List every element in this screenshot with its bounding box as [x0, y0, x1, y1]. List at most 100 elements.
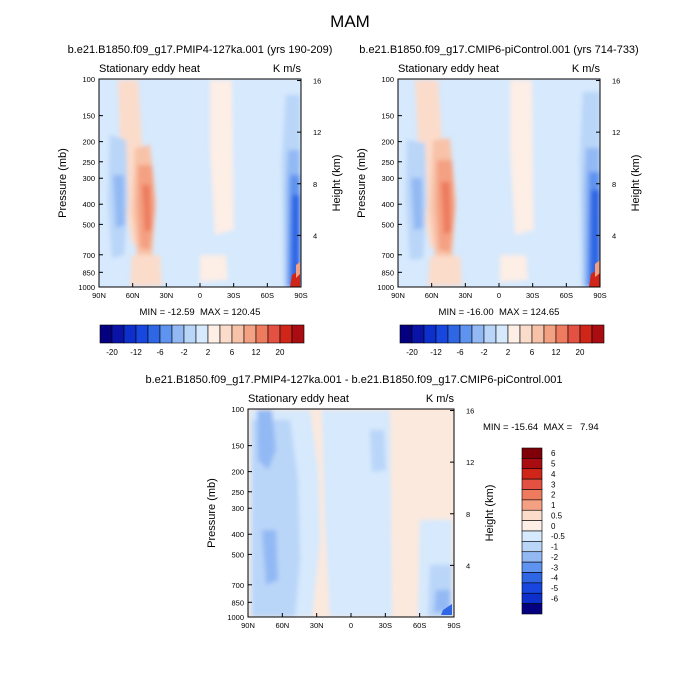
colorbar-box [219, 324, 233, 344]
y-tick-label: 500 [231, 550, 244, 559]
colorbar-label: -12 [130, 348, 142, 357]
panel-1: b.e21.B1850.f09_g17.PMIP4-127ka.001 (yrs… [68, 44, 333, 288]
colorbar-box [521, 468, 543, 480]
height-tick-label: 8 [313, 180, 317, 189]
height-tick-label: 4 [466, 561, 470, 570]
colorbar-box [521, 592, 543, 604]
y-tick-label: 300 [231, 504, 244, 513]
x-tick-label: 90S [593, 291, 606, 300]
colorbar-label: 0.5 [551, 511, 563, 520]
colorbar-box [521, 582, 543, 594]
colorbar-label: 3 [551, 480, 556, 489]
y-tick-label: 400 [381, 200, 394, 209]
x-tick-label: 60S [261, 291, 274, 300]
height-axis-label: Height (km) [331, 155, 343, 212]
x-tick-label: 0 [198, 291, 202, 300]
colorbar-1: -20 -12 -6 -2 2 6 12 20 [99, 324, 305, 357]
colorbar-label: 6 [551, 449, 556, 458]
y-tick-label: 250 [82, 158, 95, 167]
contour-field [248, 409, 454, 617]
contour-field [398, 79, 600, 287]
x-tick-label: 60S [560, 291, 573, 300]
colorbar-box [521, 489, 543, 501]
panel-3: b.e21.B1850.f09_g17.PMIP4-127ka.001 - b.… [145, 374, 599, 618]
y-tick-label: 500 [82, 220, 95, 229]
y-tick-label: 300 [381, 174, 394, 183]
colorbar-box [291, 324, 305, 344]
colorbar-box [111, 324, 125, 344]
colorbar-box [591, 324, 605, 344]
x-tick-label: 90N [391, 291, 405, 300]
colorbar-box [521, 572, 543, 584]
colorbar-label: -6 [456, 348, 464, 357]
colorbar-label: -6 [156, 348, 164, 357]
y-tick-label: 850 [381, 268, 394, 277]
colorbar-box [447, 324, 461, 344]
panel-stats: MIN = -16.00 MAX = 124.65 [439, 307, 560, 318]
colorbar-label: -1 [551, 543, 559, 552]
panel-right-label: K m/s [273, 63, 302, 75]
height-tick-label: 4 [612, 231, 616, 240]
y-tick-label: 250 [381, 158, 394, 167]
height-tick-label: 8 [612, 180, 616, 189]
x-tick-label: 0 [349, 621, 353, 630]
height-tick-label: 12 [612, 128, 620, 137]
colorbar-box [147, 324, 161, 344]
colorbar-box [231, 324, 245, 344]
panel-right-label: K m/s [572, 63, 601, 75]
height-tick-label: 12 [466, 458, 474, 467]
height-axis-label: Height (km) [484, 485, 496, 542]
colorbar-box [531, 324, 545, 344]
y-tick-label: 200 [82, 138, 95, 147]
colorbar-box [459, 324, 473, 344]
colorbar-label: -2 [551, 553, 559, 562]
page-title: MAM [330, 12, 370, 31]
height-tick-label: 12 [313, 128, 321, 137]
y-tick-label: 500 [381, 220, 394, 229]
y-tick-label: 100 [381, 75, 394, 84]
colorbar-box [519, 324, 533, 344]
x-tick-label: 90N [241, 621, 255, 630]
y-tick-label: 150 [82, 112, 95, 121]
y-axis-label: Pressure (mb) [206, 478, 218, 548]
colorbar-box [207, 324, 221, 344]
colorbar-label: 2 [206, 348, 211, 357]
x-tick-label: 30N [159, 291, 173, 300]
colorbar-box [507, 324, 521, 344]
y-tick-label: 400 [231, 530, 244, 539]
panel-right-label: K m/s [426, 393, 455, 405]
x-tick-label: 60N [425, 291, 439, 300]
y-tick-label: 250 [231, 488, 244, 497]
colorbar-box [521, 551, 543, 563]
colorbar-2: -20 -12 -6 -2 2 6 12 20 [399, 324, 605, 357]
height-tick-label: 16 [313, 77, 321, 86]
y-tick-label: 1000 [377, 283, 394, 292]
x-tick-label: 60N [275, 621, 289, 630]
colorbar-box [399, 324, 413, 344]
y-tick-label: 200 [231, 468, 244, 477]
colorbar-label: 4 [551, 470, 556, 479]
y-tick-label: 100 [231, 405, 244, 414]
colorbar-label: 12 [252, 348, 261, 357]
colorbar-3: 6 543 210.5 0-0.5 -1-2-3 -4-5-6 [521, 447, 565, 615]
colorbar-box [243, 324, 257, 344]
panel-title: b.e21.B1850.f09_g17.PMIP4-127ka.001 (yrs… [68, 44, 333, 56]
y-tick-label: 150 [231, 442, 244, 451]
x-tick-label: 60S [413, 621, 426, 630]
x-tick-label: 30N [310, 621, 324, 630]
colorbar-box [521, 603, 543, 615]
colorbar-label: -2 [480, 348, 488, 357]
x-tick-label: 0 [497, 291, 501, 300]
y-tick-label: 400 [82, 200, 95, 209]
x-tick-label: 30S [379, 621, 392, 630]
y-tick-label: 300 [82, 174, 95, 183]
colorbar-label: 20 [576, 348, 585, 357]
colorbar-box [195, 324, 209, 344]
colorbar-box [521, 520, 543, 532]
colorbar-box [555, 324, 569, 344]
colorbar-label: 1 [551, 501, 556, 510]
